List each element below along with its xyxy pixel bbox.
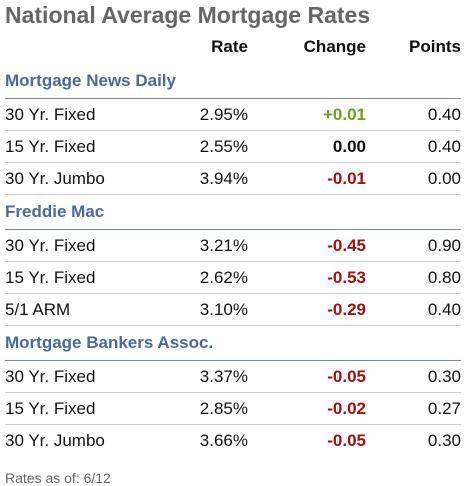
- change-value: -0.53: [327, 267, 366, 287]
- rate-row: 30 Yr. Jumbo 3.66% -0.05 0.30: [5, 425, 461, 456]
- points-value: 0.27: [427, 398, 461, 418]
- rate-row: 15 Yr. Fixed 2.62% -0.53 0.80: [5, 262, 461, 294]
- change-value: -0.29: [327, 299, 366, 319]
- rate-value: 3.66%: [199, 430, 248, 450]
- header-points: Points: [409, 37, 461, 56]
- change-value: -0.45: [327, 235, 366, 255]
- product-name: 15 Yr. Fixed: [5, 136, 96, 156]
- section-title: Mortgage News Daily: [5, 64, 461, 99]
- change-value: +0.01: [322, 104, 366, 124]
- points-value: 0.40: [427, 104, 461, 124]
- points-value: 0.00: [427, 168, 461, 188]
- rate-value: 2.62%: [199, 267, 248, 287]
- rate-row: 5/1 ARM 3.10% -0.29 0.40: [5, 294, 461, 326]
- points-value: 0.80: [427, 267, 461, 287]
- rate-value: 3.37%: [199, 366, 248, 386]
- rate-row: 15 Yr. Fixed 2.85% -0.02 0.27: [5, 393, 461, 425]
- rate-sections: Mortgage News Daily 30 Yr. Fixed 2.95% +0.0…: [4, 64, 461, 456]
- section-title: Mortgage Bankers Assoc.: [5, 326, 461, 361]
- section-title: Freddie Mac: [5, 195, 461, 230]
- rate-row: 15 Yr. Fixed 2.55% 0.00 0.40: [5, 131, 461, 163]
- points-value: 0.40: [427, 299, 461, 319]
- change-value: -0.05: [327, 430, 366, 450]
- product-name: 30 Yr. Jumbo: [5, 168, 105, 188]
- product-name: 5/1 ARM: [5, 299, 71, 319]
- rate-value: 3.21%: [199, 235, 248, 255]
- change-value: -0.05: [327, 366, 366, 386]
- rate-value: 3.10%: [199, 299, 248, 319]
- change-value: -0.01: [327, 168, 366, 188]
- points-value: 0.40: [427, 136, 461, 156]
- product-name: 15 Yr. Fixed: [5, 398, 96, 418]
- product-name: 30 Yr. Jumbo: [5, 430, 105, 450]
- rate-row: 30 Yr. Fixed 2.95% +0.01 0.40: [5, 99, 461, 131]
- rate-row: 30 Yr. Fixed 3.21% -0.45 0.90: [5, 230, 461, 262]
- product-name: 30 Yr. Fixed: [5, 366, 96, 386]
- change-value: 0.00: [332, 136, 366, 156]
- product-name: 15 Yr. Fixed: [5, 267, 96, 287]
- rate-row: 30 Yr. Fixed 3.37% -0.05 0.30: [5, 361, 461, 393]
- change-value: -0.02: [327, 398, 366, 418]
- rate-value: 2.55%: [199, 136, 248, 156]
- rates-as-of-note: Rates as of: 6/12: [5, 470, 111, 486]
- points-value: 0.90: [427, 235, 461, 255]
- rate-value: 2.95%: [199, 104, 248, 124]
- rate-row: 30 Yr. Jumbo 3.94% -0.01 0.00: [5, 163, 461, 195]
- product-name: 30 Yr. Fixed: [5, 104, 96, 124]
- product-name: 30 Yr. Fixed: [5, 235, 96, 255]
- rate-value: 3.94%: [199, 168, 248, 188]
- points-value: 0.30: [427, 366, 461, 386]
- column-header-row: Rate Change Points: [4, 30, 461, 64]
- header-rate: Rate: [211, 37, 248, 56]
- widget-title: National Average Mortgage Rates: [5, 2, 371, 28]
- rate-value: 2.85%: [199, 398, 248, 418]
- header-change: Change: [303, 37, 366, 56]
- points-value: 0.30: [427, 430, 461, 450]
